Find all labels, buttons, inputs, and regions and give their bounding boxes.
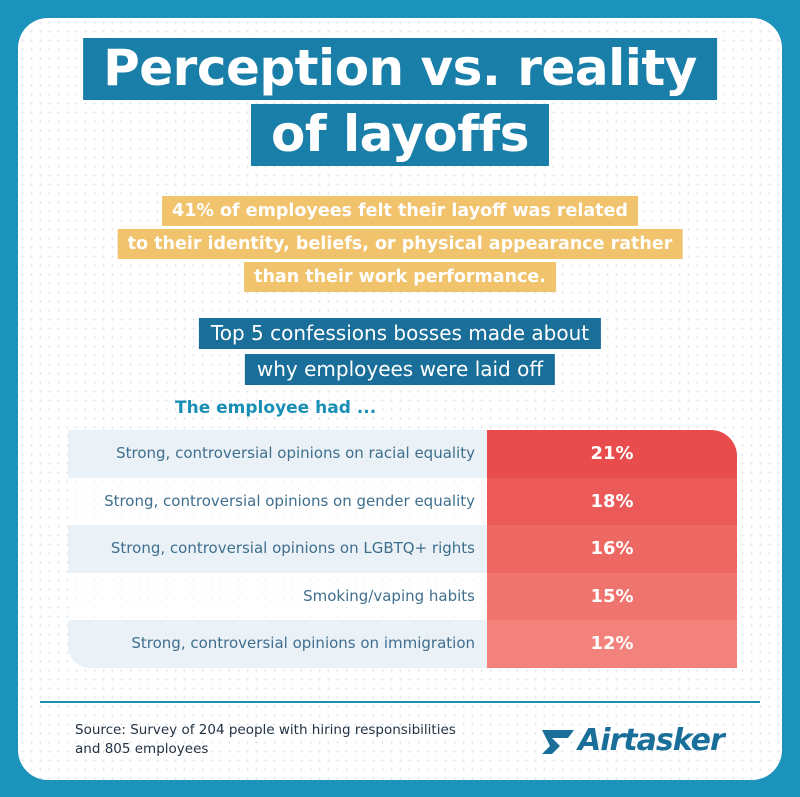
row-label: Strong, controversial opinions on gender… [68, 477, 487, 526]
row-label: Strong, controversial opinions on LGBTQ+… [68, 525, 487, 573]
highlight-line: to their identity, beliefs, or physical … [117, 229, 683, 259]
row-value: 15% [487, 572, 737, 621]
title-line: Perception vs. reality [83, 38, 717, 100]
source-line: and 805 employees [75, 741, 209, 757]
subtitle-line: Top 5 confessions bosses made about [198, 318, 602, 349]
row-value: 12% [487, 620, 737, 668]
divider [40, 701, 760, 703]
table-caption: The employee had ... [175, 398, 377, 418]
logo: Airtasker [578, 723, 725, 758]
source-line: Source: Survey of 204 people with hiring… [75, 722, 456, 738]
row-value: 21% [487, 430, 737, 478]
row-label: Strong, controversial opinions on racial… [68, 430, 487, 478]
highlight-line: than their work performance. [244, 262, 556, 292]
row-label: Smoking/vaping habits [68, 572, 487, 621]
row-value: 16% [487, 525, 737, 573]
row-value: 18% [487, 477, 737, 526]
row-label: Strong, controversial opinions on immigr… [68, 620, 487, 668]
highlight-line: 41% of employees felt their layoff was r… [162, 196, 638, 226]
subtitle-line: why employees were laid off [244, 354, 556, 385]
title-line: of layoffs [250, 104, 550, 166]
logo-mark [542, 730, 574, 754]
